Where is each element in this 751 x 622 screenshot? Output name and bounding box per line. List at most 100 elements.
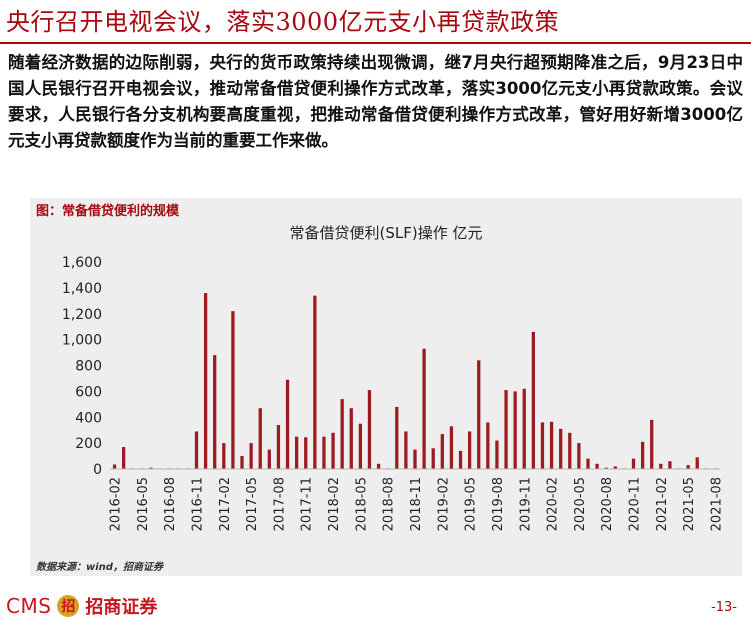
x-tick-label: 2017-08 (272, 477, 287, 531)
logo-mark-icon: 招 (57, 595, 80, 617)
bar-2020-08 (604, 467, 608, 469)
page-title: 央行召开电视会议，落实3000亿元支小再贷款政策 (6, 8, 560, 36)
bar-2018-02 (331, 432, 335, 469)
y-tick-label: 1,400 (62, 281, 102, 297)
bar-2018-01 (322, 436, 326, 469)
bar-2019-09 (504, 390, 508, 469)
x-tick-label: 2016-05 (136, 477, 151, 531)
title-divider (0, 42, 751, 44)
x-tick-label: 2021-08 (709, 477, 724, 531)
x-tick-label: 2021-05 (682, 477, 697, 531)
x-tick-label: 2020-02 (546, 477, 561, 531)
y-tick-label: 1,600 (62, 255, 102, 271)
bar-2016-03 (122, 447, 126, 469)
bar-2020-11 (631, 458, 636, 469)
x-tick-label: 2017-05 (245, 477, 260, 531)
body-paragraph: 随着经济数据的边际削弱，央行的货币政策持续出现微调，继7月央行超预期降准之后，9… (8, 53, 743, 150)
x-tick-label: 2019-05 (464, 477, 479, 531)
x-tick-label: 2018-05 (354, 477, 369, 531)
bar-2018-10 (404, 431, 408, 469)
bar-2021-02 (659, 463, 663, 469)
bar-2019-01 (431, 448, 435, 469)
company-logo: CMS 招 招商证券 (6, 593, 157, 619)
bar-2018-04 (349, 408, 353, 469)
bar-2018-11 (413, 449, 417, 469)
x-tick-label: 2017-02 (218, 477, 233, 531)
bar-2017-02 (222, 443, 226, 469)
y-tick-label: 1,000 (62, 333, 102, 349)
y-tick-label: 1,200 (62, 307, 102, 323)
bar-2017-10 (295, 436, 299, 469)
x-tick-label: 2019-08 (491, 477, 506, 531)
x-tick-label: 2016-02 (109, 477, 124, 531)
bar-2019-05 (467, 431, 472, 469)
x-tick-label: 2020-08 (600, 477, 615, 531)
bar-2016-12 (203, 293, 208, 469)
bar-2018-12 (422, 348, 426, 469)
bar-2019-02 (440, 434, 444, 469)
bar-2020-01 (540, 422, 545, 469)
x-tick-label: 2020-11 (628, 477, 643, 531)
logo-cms-text: CMS (6, 594, 52, 618)
bar-2020-09 (613, 466, 617, 469)
bar-2019-10 (513, 391, 517, 469)
bar-2021-01 (650, 419, 654, 469)
chart-title: 常备借贷便利(SLF)操作 亿元 (289, 224, 483, 242)
x-tick-label: 2021-02 (655, 477, 670, 531)
bar-2016-06 (149, 467, 153, 469)
bar-2018-03 (340, 399, 344, 469)
bar-2020-06 (586, 458, 590, 469)
y-tick-label: 800 (75, 359, 102, 375)
bar-2020-05 (577, 443, 581, 469)
x-tick-label: 2016-11 (190, 477, 205, 531)
bar-2019-12 (531, 331, 535, 469)
data-source-note: 数据来源：wind，招商证券 (36, 562, 163, 573)
bar-2019-07 (486, 422, 490, 469)
bar-2017-09 (285, 379, 290, 469)
y-tick-label: 0 (93, 462, 102, 478)
bar-2018-09 (395, 406, 399, 469)
bar-2018-05 (358, 423, 363, 469)
bar-2020-04 (568, 432, 572, 469)
x-tick-label: 2020-05 (573, 477, 588, 531)
x-tick-label: 2018-08 (382, 477, 397, 531)
bar-2020-07 (595, 463, 599, 469)
bar-2020-02 (549, 421, 554, 469)
bar-2016-02 (112, 464, 117, 469)
y-tick-label: 400 (75, 410, 102, 426)
bar-2017-08 (276, 425, 281, 469)
bar-2021-05 (686, 465, 690, 469)
bar-2017-05 (249, 443, 253, 469)
bar-2020-03 (559, 428, 563, 469)
bar-2018-06 (367, 390, 372, 469)
y-tick-label: 600 (75, 384, 102, 400)
bar-2021-03 (668, 461, 672, 469)
x-tick-label: 2019-11 (518, 477, 533, 531)
x-tick-label: 2019-02 (436, 477, 451, 531)
bar-2019-08 (495, 440, 499, 469)
bar-2019-11 (522, 388, 526, 469)
bar-2019-06 (477, 360, 481, 469)
x-tick-label: 2016-08 (163, 477, 178, 531)
x-tick-label: 2017-11 (300, 477, 315, 531)
bar-2020-12 (640, 441, 645, 469)
page-number: -13- (711, 600, 737, 615)
bar-2017-03 (231, 311, 235, 469)
x-tick-label: 2018-11 (409, 477, 424, 531)
chart-panel (30, 198, 742, 576)
y-tick-label: 200 (75, 436, 102, 452)
bar-2021-06 (695, 457, 699, 469)
bar-2017-01 (213, 355, 217, 469)
bar-2017-04 (240, 456, 244, 469)
bar-2017-12 (313, 295, 317, 469)
bar-2018-07 (376, 463, 381, 469)
bar-2017-11 (304, 437, 308, 469)
bar-chart: 0 200 400 600 800 1,000 1,200 1,400 1,600 2016-02… (62, 255, 725, 531)
logo-company-name: 招商证券 (85, 597, 158, 618)
bar-2019-03 (449, 426, 454, 469)
x-tick-label: 2018-02 (327, 477, 342, 531)
bar-2019-04 (458, 450, 463, 469)
chart-caption: 图：常备借贷便利的规模 (36, 204, 180, 219)
bar-2017-07 (267, 449, 271, 469)
bar-2016-11 (194, 431, 199, 469)
